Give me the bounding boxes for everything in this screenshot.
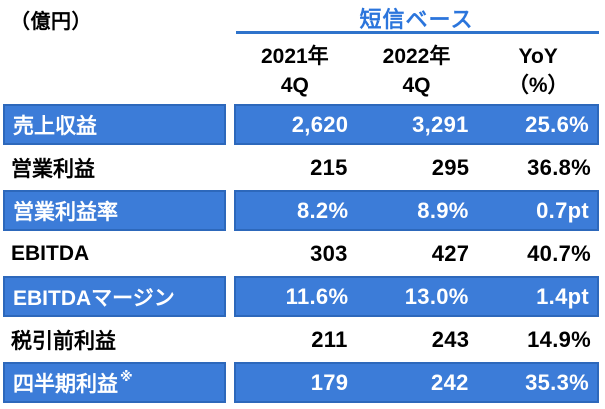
row-label: 売上収益 [3, 104, 226, 145]
column-header-line1: 2021年 [260, 45, 329, 68]
row-label: 四半期利益 ※ [3, 362, 226, 403]
row-label-text: 税引前利益 [11, 329, 116, 353]
value-yoy: 0.7pt [536, 197, 589, 223]
value-2022: 13.0% [404, 283, 469, 309]
value-2021: 8.2% [296, 197, 349, 223]
value-yoy: 35.3% [525, 369, 589, 395]
column-header-2021-4q: 2021年 4Q [234, 40, 356, 100]
row-label-text: 売上収益 [13, 114, 97, 138]
value-2021: 179 [310, 369, 349, 395]
table-row-operating-profit: 営業利益 215 295 36.8% [0, 146, 605, 189]
row-values: 2,620 3,291 25.6% [234, 104, 599, 145]
value-yoy: 14.9% [527, 326, 592, 352]
column-headers: 2021年 4Q 2022年 4Q YoY （%） [234, 40, 599, 100]
column-header-2022-4q: 2022年 4Q [356, 40, 478, 100]
table-body: 売上収益 2,620 3,291 25.6% 営業利益 215 295 36.8… [0, 103, 605, 404]
row-values: 179 242 35.3% [234, 362, 599, 403]
table-row-operating-margin: 営業利益率 8.2% 8.9% 0.7pt [0, 189, 605, 232]
column-header-line1: YoY [518, 45, 558, 68]
row-label: 営業利益 [3, 147, 226, 188]
row-label: 営業利益率 [3, 190, 226, 231]
column-header-line2: 4Q [402, 74, 431, 97]
table-row-quarterly-profit: 四半期利益 ※ 179 242 35.3% [0, 361, 605, 404]
row-values: 11.6% 13.0% 1.4pt [234, 276, 599, 317]
column-header-line2: （%） [507, 74, 569, 97]
value-2022: 427 [431, 240, 470, 266]
row-values: 303 427 40.7% [234, 233, 599, 274]
value-yoy: 25.6% [525, 111, 589, 137]
table-title: 短信ベース [359, 7, 474, 32]
row-label-text: 四半期利益 [13, 372, 118, 396]
column-header-line1: 2022年 [382, 45, 451, 68]
value-2021: 11.6% [285, 283, 349, 309]
row-values: 8.2% 8.9% 0.7pt [234, 190, 599, 231]
value-2021: 2,620 [291, 111, 349, 137]
column-header-line2: 4Q [280, 74, 309, 97]
table-row-ebitda: EBITDA 303 427 40.7% [0, 232, 605, 275]
row-label: EBITDA [3, 233, 226, 274]
title-underline [236, 31, 599, 34]
row-label-text: EBITDA [11, 241, 90, 265]
unit-label: （億円） [10, 11, 92, 33]
row-label: 税引前利益 [3, 319, 226, 360]
value-2022: 295 [431, 154, 470, 180]
value-2022: 243 [431, 326, 470, 352]
value-yoy: 36.8% [527, 154, 592, 180]
value-2022: 242 [431, 369, 469, 395]
value-2021: 215 [310, 154, 348, 180]
value-yoy: 40.7% [527, 240, 592, 266]
row-label-text: 営業利益率 [13, 200, 118, 224]
row-label: EBITDAマージン [3, 276, 226, 317]
value-2022: 8.9% [417, 197, 469, 223]
row-values: 215 295 36.8% [234, 147, 599, 188]
value-yoy: 1.4pt [536, 283, 589, 309]
table-row-pretax-profit: 税引前利益 211 243 14.9% [0, 318, 605, 361]
row-label-suffix: ※ [120, 368, 133, 384]
row-label-text: EBITDAマージン [13, 286, 175, 310]
row-values: 211 243 14.9% [234, 319, 599, 360]
value-2022: 3,291 [412, 111, 469, 137]
value-2021: 303 [310, 240, 348, 266]
column-header-yoy: YoY （%） [477, 40, 599, 100]
table-row-ebitda-margin: EBITDAマージン 11.6% 13.0% 1.4pt [0, 275, 605, 318]
table-row-revenue: 売上収益 2,620 3,291 25.6% [0, 103, 605, 146]
value-2021: 211 [311, 326, 348, 352]
row-label-text: 営業利益 [11, 157, 95, 181]
